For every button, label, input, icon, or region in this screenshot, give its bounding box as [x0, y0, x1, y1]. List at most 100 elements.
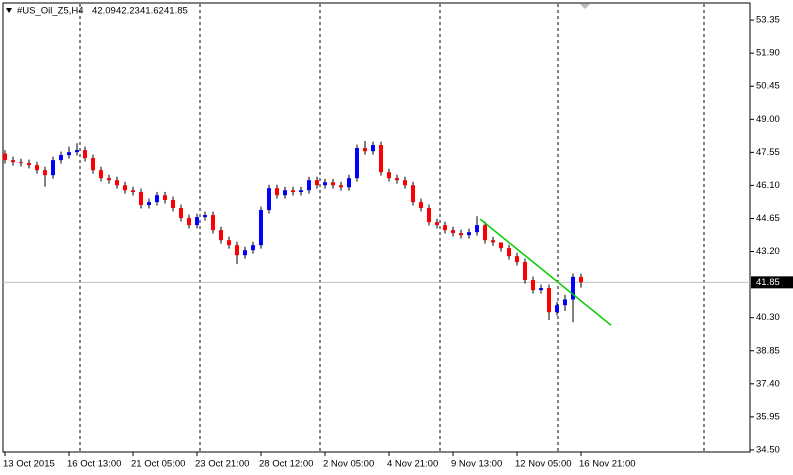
- y-tick-label: 49.00: [756, 114, 780, 125]
- candle-body: [35, 165, 39, 171]
- candle-body: [131, 190, 135, 193]
- x-tick-label: 12 Nov 05:00: [515, 459, 572, 470]
- candle-body: [443, 225, 447, 231]
- candle-body: [299, 190, 303, 193]
- candle-body: [243, 250, 247, 256]
- candle-body: [523, 262, 527, 281]
- candle-body: [19, 162, 23, 164]
- candle-body: [227, 240, 231, 246]
- header-open: 42.09: [92, 6, 116, 17]
- candle-body: [307, 180, 311, 191]
- candle-body: [395, 178, 399, 181]
- x-tick-label: 23 Oct 21:00: [195, 459, 249, 470]
- candle-body: [291, 190, 295, 193]
- candle-body: [363, 148, 367, 152]
- y-tick-label: 53.35: [756, 15, 780, 26]
- candle-body: [331, 182, 335, 186]
- candle-body: [99, 170, 103, 179]
- candle-body: [475, 225, 479, 233]
- candle-body: [155, 195, 159, 203]
- candle-body: [211, 215, 215, 231]
- candle-body: [531, 280, 535, 291]
- candle-body: [107, 178, 111, 181]
- candle-body: [547, 288, 551, 313]
- candle-body: [579, 276, 583, 283]
- candle-body: [139, 192, 143, 206]
- trendline: [479, 218, 612, 326]
- header-low: 41.62: [140, 6, 164, 17]
- candle-body: [459, 233, 463, 236]
- candle-body: [147, 202, 151, 206]
- x-tick-label: 4 Nov 21:00: [387, 459, 438, 470]
- shift-marker: [580, 4, 590, 9]
- header-high: 42.23: [116, 6, 140, 17]
- y-tick-label: 40.30: [756, 312, 780, 323]
- y-tick-label: 47.55: [756, 147, 780, 158]
- period-separators: [79, 4, 705, 451]
- y-tick-label: 46.10: [756, 180, 780, 191]
- candle-body: [427, 208, 431, 223]
- x-tick-label: 16 Oct 13:00: [67, 459, 121, 470]
- candle-body: [203, 215, 207, 218]
- plot-frame: [2, 2, 751, 453]
- x-tick-label: 9 Nov 13:00: [451, 459, 502, 470]
- candle-body: [275, 188, 279, 196]
- candle-body: [403, 180, 407, 186]
- candle-body: [67, 152, 71, 156]
- candle-body: [555, 305, 559, 313]
- candle-body: [499, 242, 503, 249]
- candle-body: [387, 172, 391, 179]
- x-tick-label: 21 Oct 05:00: [131, 459, 185, 470]
- candle-body: [195, 217, 199, 226]
- candle-body: [339, 185, 343, 188]
- candle-body: [259, 210, 263, 246]
- y-tick-label: 35.95: [756, 411, 780, 422]
- candle-body: [179, 208, 183, 219]
- candle-body: [43, 170, 47, 176]
- candle-body: [75, 150, 79, 153]
- candle-body: [515, 256, 519, 263]
- candle-body: [235, 245, 239, 256]
- candle-body: [507, 248, 511, 257]
- candle-body: [571, 276, 575, 300]
- candle-body: [171, 200, 175, 209]
- menu-arrow[interactable]: [6, 8, 12, 13]
- y-tick-label: 38.85: [756, 345, 780, 356]
- symbol-title: #US_Oil_Z5,H4: [17, 6, 84, 17]
- candle-body: [323, 182, 327, 186]
- candle-body: [419, 202, 423, 209]
- candle-body: [59, 155, 63, 161]
- candle-body: [187, 218, 191, 226]
- candle-body: [435, 222, 439, 226]
- candle-body: [491, 240, 495, 243]
- header-close: 41.85: [164, 6, 188, 17]
- y-tick-label: 51.90: [756, 48, 780, 59]
- candle-body: [51, 160, 55, 176]
- x-tick-label: 13 Oct 2015: [3, 459, 55, 470]
- candle-body: [483, 225, 487, 241]
- candle-body: [83, 150, 87, 159]
- x-tick-label: 28 Oct 12:00: [259, 459, 313, 470]
- candle-body: [27, 163, 31, 166]
- candle-body: [539, 288, 543, 291]
- candle-body: [467, 232, 471, 236]
- candle-body: [451, 230, 455, 234]
- candle-body: [347, 178, 351, 188]
- candle-body: [371, 145, 375, 152]
- y-tick-label: 34.50: [756, 444, 780, 455]
- y-tick-label: 50.45: [756, 81, 780, 92]
- y-tick-label: 44.65: [756, 213, 780, 224]
- candle-body: [115, 180, 119, 186]
- candle-body: [563, 299, 567, 306]
- candle-body: [3, 153, 7, 161]
- x-tick-label: 2 Nov 05:00: [323, 459, 374, 470]
- candle-body: [315, 180, 319, 186]
- candle-body: [163, 195, 167, 201]
- candle-body: [219, 230, 223, 241]
- candle-body: [91, 158, 95, 171]
- y-tick-label: 43.20: [756, 246, 780, 257]
- current-price-label: 41.85: [756, 277, 780, 288]
- y-tick-label: 37.40: [756, 378, 780, 389]
